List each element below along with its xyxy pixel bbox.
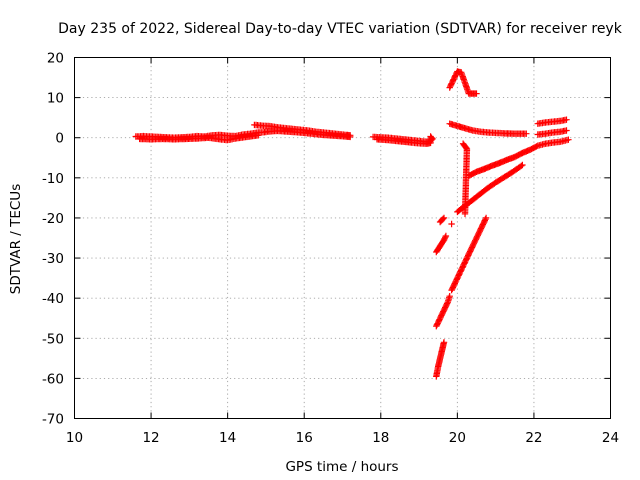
- y-tick-label: 10: [47, 91, 64, 107]
- series-evening-lower: [373, 136, 434, 147]
- y-tick-label: -20: [42, 211, 64, 227]
- series-midday-lower: [262, 127, 354, 141]
- plot-frame: [74, 57, 611, 419]
- x-axis-label: GPS time / hours: [285, 459, 398, 475]
- y-tick-label: -10: [42, 171, 64, 187]
- y-tick-label: -30: [42, 251, 64, 267]
- y-axis-label: SDTVAR / TECUs: [8, 184, 24, 294]
- x-tick-label: 18: [372, 430, 389, 446]
- y-tick-label: -50: [42, 331, 64, 347]
- grid-lines: [74, 57, 611, 419]
- x-tick-label: 10: [66, 430, 83, 446]
- x-tick-label: 20: [449, 430, 466, 446]
- series-isolated: [459, 140, 471, 218]
- series-late-pos: [534, 116, 570, 127]
- x-tick-label: 12: [142, 430, 159, 446]
- x-tick-label: 24: [602, 430, 619, 446]
- y-tick-label: -60: [42, 371, 64, 387]
- x-tick-label: 14: [219, 430, 236, 446]
- series-drop-b: [433, 293, 453, 330]
- data-points: [132, 68, 572, 380]
- series-drop-e: [448, 220, 455, 228]
- x-tick-label: 22: [525, 430, 542, 446]
- series-rise-upper: [465, 136, 572, 179]
- series-mid-pos: [446, 120, 530, 137]
- x-tick-label: 16: [296, 430, 313, 446]
- y-tick-label: 20: [47, 51, 64, 67]
- series-late-mid: [534, 127, 570, 138]
- series-drop-d: [436, 214, 448, 226]
- series-morning-lower: [136, 132, 262, 144]
- series-rise-steep: [448, 214, 490, 294]
- chart-title: Day 235 of 2022, Sidereal Day-to-day VTE…: [58, 21, 623, 37]
- y-tick-label: -70: [42, 412, 64, 428]
- y-tick-label: -40: [42, 291, 64, 307]
- series-spike-high: [446, 68, 480, 97]
- series-drop-a: [433, 339, 448, 380]
- y-tick-label: 0: [55, 131, 64, 147]
- axis-ticks: 10 12 14 16 18 20 22 24 20 10 0 -10 -20 -30 -40 -50 -60 -…: [42, 51, 619, 447]
- series-drop-c: [433, 232, 450, 256]
